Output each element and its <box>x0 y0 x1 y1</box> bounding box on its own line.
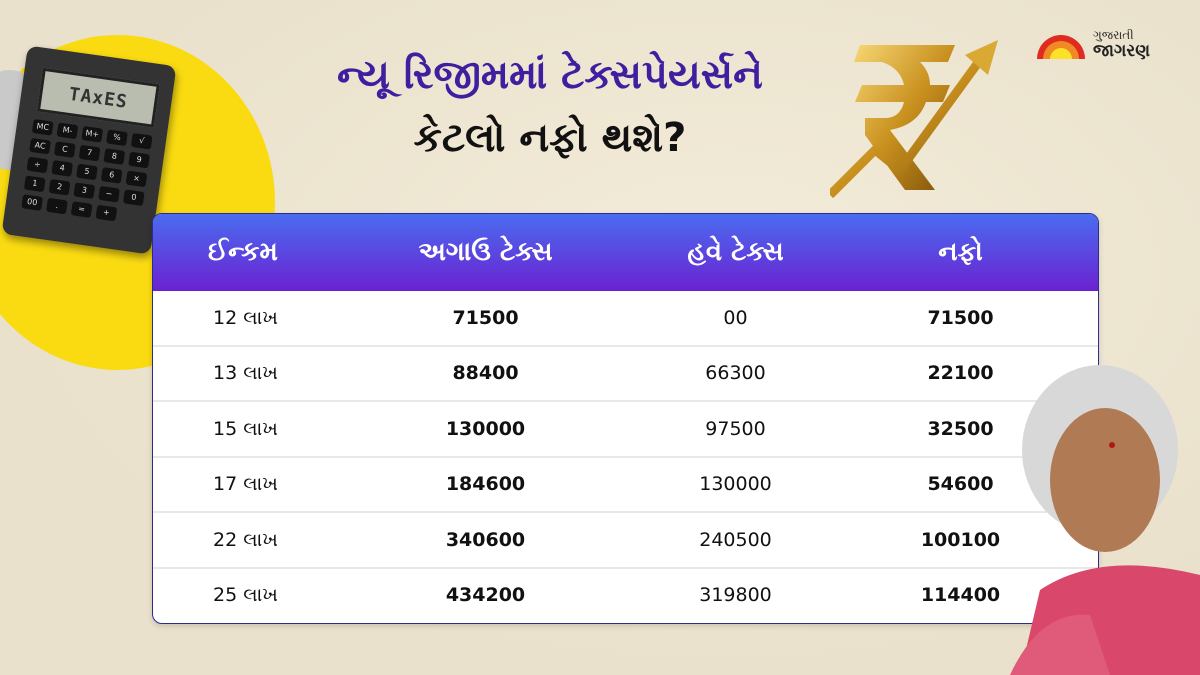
cell-benefit: 114400 <box>920 584 1001 607</box>
calculator-key: 2 <box>48 178 71 196</box>
cell-new-tax: 130000 <box>699 473 772 496</box>
cell-new-tax: 97500 <box>705 417 766 440</box>
cell-benefit: 32500 <box>927 417 994 440</box>
cell-new-tax: 240500 <box>699 528 772 551</box>
calculator-key: 3 <box>73 182 96 200</box>
logo-line-2: જાગરણ <box>1093 41 1151 61</box>
cell-new-tax: 00 <box>723 306 748 329</box>
table-header: ઈન્કમ અગાઉ ટેક્સ હવે ટેક્સ નફો <box>153 214 1098 291</box>
calculator-key: 6 <box>100 167 123 184</box>
sun-logo-icon <box>1037 35 1085 59</box>
table-row: 13 લાખ 88400 66300 22100 <box>153 347 1098 402</box>
header-new-tax: હવે ટેક્સ <box>687 237 784 267</box>
calculator-key: 1 <box>23 175 46 193</box>
table-row: 22 લાખ 340600 240500 100100 <box>153 513 1098 569</box>
header-old-tax: અગાઉ ટેક્સ <box>418 237 553 267</box>
cell-old-tax: 130000 <box>445 417 526 440</box>
title-line-2: કેટલો નફો થશે? <box>413 115 687 161</box>
cell-income: 22 લાખ <box>213 528 278 551</box>
cell-income: 17 લાખ <box>213 473 278 496</box>
cell-income: 15 લાખ <box>213 417 278 440</box>
cell-income: 25 લાખ <box>213 584 278 607</box>
header-benefit: નફો <box>938 237 983 267</box>
cell-benefit: 100100 <box>920 528 1001 551</box>
cell-new-tax: 319800 <box>699 584 772 607</box>
calculator-key: 0 <box>122 189 145 207</box>
cell-old-tax: 88400 <box>452 362 519 385</box>
logo-line-1: ગુજરાતી <box>1093 28 1134 42</box>
cell-new-tax: 66300 <box>705 362 766 385</box>
tax-comparison-table: ઈન્કમ અગાઉ ટેક્સ હવે ટેક્સ નફો 12 લાખ 715… <box>152 213 1099 624</box>
table-row: 15 લાખ 130000 97500 32500 <box>153 402 1098 458</box>
cell-old-tax: 184600 <box>445 473 526 496</box>
cell-income: 13 લાખ <box>213 362 278 385</box>
table-row: 12 લાખ 71500 00 71500 <box>153 291 1098 347</box>
cell-old-tax: 340600 <box>445 528 526 551</box>
header-income: ઈન્કમ <box>208 237 278 267</box>
calculator-key: − <box>98 185 120 203</box>
cell-income: 12 લાખ <box>213 306 278 329</box>
cell-old-tax: 434200 <box>445 584 526 607</box>
table-row: 25 લાખ 434200 319800 114400 <box>153 569 1098 623</box>
calculator-key: 4 <box>51 160 74 177</box>
calculator-key: . <box>46 197 68 215</box>
calculator-key: = <box>70 201 93 218</box>
cell-benefit: 54600 <box>927 473 994 496</box>
calculator-key: 00 <box>21 194 44 211</box>
rupee-growth-icon <box>830 40 998 199</box>
table-row: 17 લાખ 184600 130000 54600 <box>153 458 1098 513</box>
cell-benefit: 71500 <box>927 306 994 329</box>
cell-old-tax: 71500 <box>452 306 519 329</box>
gujarati-jagran-logo: ગુજરાતી જાગરણ <box>1035 28 1150 60</box>
cell-benefit: 22100 <box>927 362 994 385</box>
calculator-key: 5 <box>76 163 98 181</box>
calculator-key: × <box>125 170 148 188</box>
minister-photo <box>1010 365 1200 675</box>
title-line-1: ન્યૂ રિજીમમાં ટેક્સપેયર્સને <box>337 52 763 98</box>
calculator-key: + <box>95 204 118 222</box>
